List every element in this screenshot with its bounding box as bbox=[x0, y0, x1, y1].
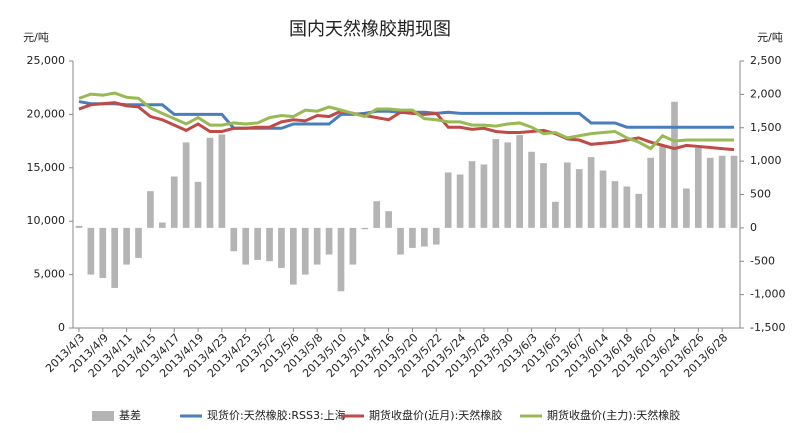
bar bbox=[278, 227, 285, 268]
bar bbox=[694, 147, 702, 228]
bar bbox=[647, 157, 655, 228]
bar bbox=[170, 176, 178, 228]
bar bbox=[575, 169, 583, 228]
bar bbox=[99, 227, 107, 278]
bar bbox=[599, 170, 607, 228]
legend-label: 基差 bbox=[119, 408, 141, 422]
y-tick-label: 5,000 bbox=[34, 268, 66, 281]
bar bbox=[432, 227, 440, 245]
bar bbox=[623, 186, 631, 228]
y2-tick-label: 1,500 bbox=[750, 121, 782, 134]
bar bbox=[385, 211, 392, 228]
y2-tick-label: 2,000 bbox=[750, 87, 782, 100]
y-tick-label: 20,000 bbox=[27, 107, 66, 120]
bar bbox=[730, 155, 738, 228]
line bbox=[78, 91, 735, 151]
bar bbox=[194, 181, 202, 228]
bar bbox=[504, 142, 512, 228]
y2-tick-label: -1,500 bbox=[750, 321, 785, 334]
y2-tick-label: 0 bbox=[750, 221, 757, 234]
y2-tick-label: -500 bbox=[750, 254, 775, 267]
bar bbox=[409, 227, 416, 248]
legend-label: 期货收盘价(主力):天然橡胶 bbox=[547, 408, 680, 422]
bar bbox=[111, 227, 119, 288]
bar bbox=[587, 157, 595, 228]
bar bbox=[373, 201, 381, 228]
bar bbox=[325, 227, 333, 255]
y-tick-label: 25,000 bbox=[27, 54, 66, 67]
bar bbox=[206, 137, 214, 228]
bar bbox=[683, 188, 690, 228]
bar bbox=[718, 155, 726, 228]
legend-label: 现货价:天然橡胶:RSS3:上海 bbox=[207, 408, 346, 422]
bar bbox=[444, 172, 452, 228]
bar bbox=[313, 227, 321, 265]
bar bbox=[301, 227, 309, 275]
bar bbox=[290, 227, 297, 285]
bar bbox=[242, 227, 250, 265]
bar bbox=[492, 139, 500, 228]
y-axis-label: 元/吨 bbox=[23, 31, 49, 44]
bar bbox=[480, 164, 488, 228]
bar bbox=[540, 163, 547, 228]
bar bbox=[397, 227, 404, 255]
legend-swatch bbox=[92, 411, 114, 421]
bar bbox=[266, 227, 273, 262]
bar bbox=[147, 191, 154, 228]
y-tick-label: 10,000 bbox=[27, 214, 66, 227]
bar bbox=[361, 227, 369, 230]
bar bbox=[611, 181, 619, 228]
y-tick-label: 0 bbox=[58, 321, 65, 334]
bar bbox=[135, 227, 142, 258]
bar bbox=[659, 146, 666, 228]
bar bbox=[349, 227, 357, 265]
bar bbox=[468, 161, 476, 228]
bar bbox=[218, 134, 226, 228]
bar bbox=[421, 227, 428, 247]
bar bbox=[87, 227, 95, 275]
bar bbox=[158, 222, 166, 228]
y-tick-label: 15,000 bbox=[27, 161, 66, 174]
y2-tick-label: 500 bbox=[750, 188, 771, 201]
bar bbox=[516, 135, 523, 228]
y2-axis-label: 元/吨 bbox=[757, 31, 783, 44]
y2-tick-label: 2,500 bbox=[750, 54, 782, 67]
bar bbox=[123, 227, 130, 265]
bar bbox=[635, 193, 643, 228]
bar bbox=[456, 174, 464, 228]
y2-tick-label: 1,000 bbox=[750, 154, 782, 167]
bar bbox=[706, 157, 714, 228]
legend-label: 期货收盘价(近月):天然橡胶 bbox=[369, 408, 502, 422]
bar bbox=[182, 142, 190, 228]
bar bbox=[528, 151, 535, 228]
bar bbox=[337, 227, 345, 292]
bar bbox=[552, 201, 559, 228]
chart-title: 国内天然橡胶期现图 bbox=[289, 19, 451, 40]
line bbox=[78, 101, 735, 152]
bar bbox=[75, 225, 83, 228]
bar bbox=[230, 227, 238, 252]
bar bbox=[671, 101, 678, 228]
y2-tick-label: -1,000 bbox=[750, 288, 785, 301]
bar bbox=[254, 227, 261, 260]
bar bbox=[563, 162, 571, 228]
